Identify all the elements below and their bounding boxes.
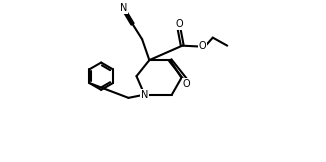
Text: O: O bbox=[183, 79, 191, 89]
Text: O: O bbox=[175, 19, 183, 29]
Text: O: O bbox=[199, 41, 206, 51]
Text: N: N bbox=[141, 90, 148, 100]
Text: N: N bbox=[120, 3, 127, 13]
